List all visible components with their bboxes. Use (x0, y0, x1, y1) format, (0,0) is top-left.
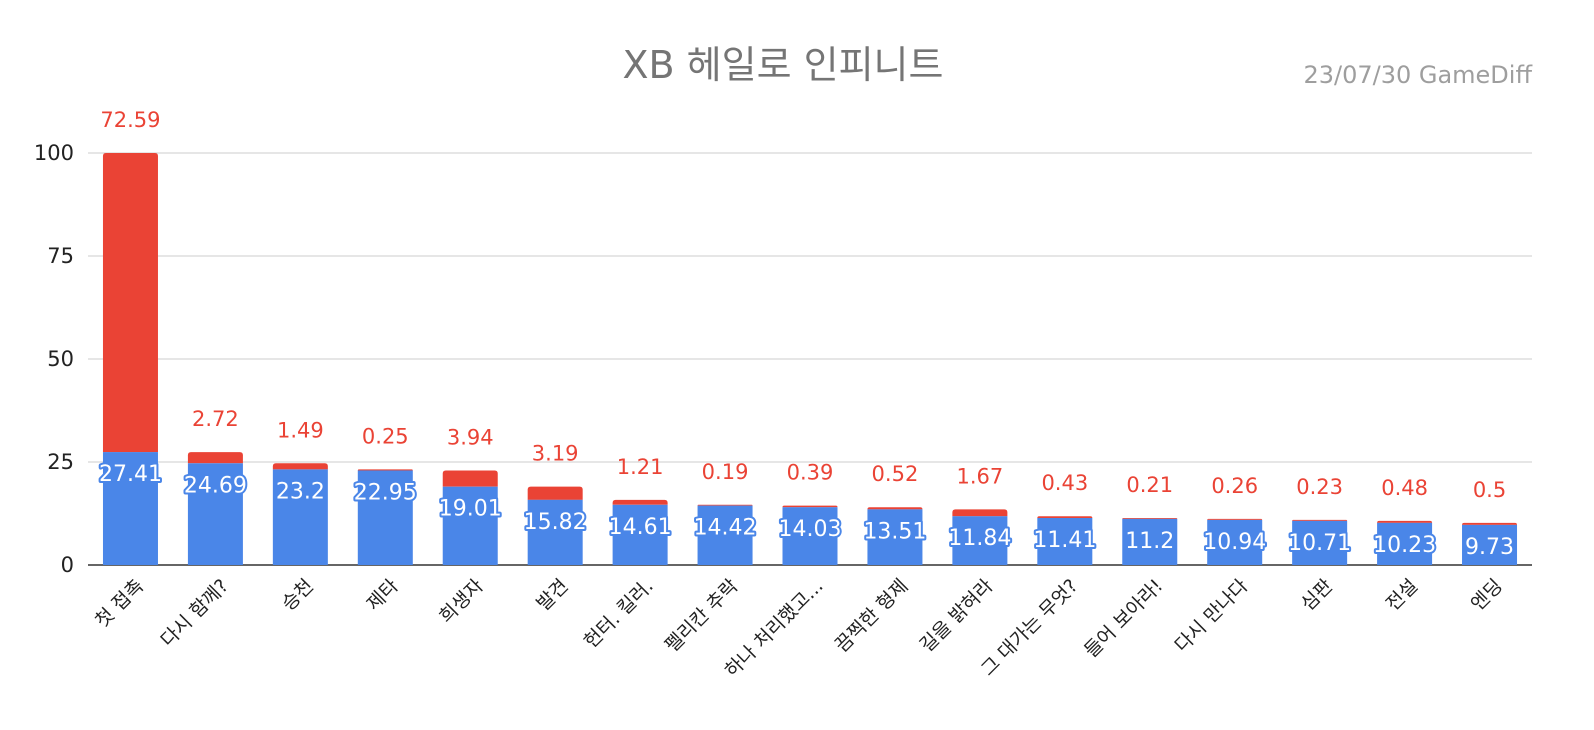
base-value-label: 24.69 (184, 473, 247, 498)
y-tick-label: 75 (47, 244, 74, 268)
top-value-label: 0.52 (872, 462, 919, 486)
chart-title: XB 헤일로 인피니트 (623, 43, 944, 87)
y-tick-label: 25 (47, 450, 74, 474)
data-labels: 27.41 72.59 24.69 2.72 23.2 1.49 22.95 0.25 19.0… (97, 108, 1516, 562)
bar-segment-top (612, 499, 668, 505)
top-value-label: 0.39 (787, 461, 834, 485)
base-value-label: 10.71 (1288, 531, 1351, 556)
top-value-label: 0.26 (1211, 474, 1258, 498)
base-value-label: 14.42 (694, 516, 757, 541)
bar-segment-top (527, 486, 583, 500)
x-tick-label: 희생자 (435, 575, 488, 628)
bar-segment-base (782, 507, 838, 565)
base-value-label: 14.61 (609, 515, 672, 540)
bar-segment-top (867, 507, 923, 510)
x-tick-label: 길을 밝혀라 (916, 575, 998, 657)
bar-segment-base (187, 463, 243, 565)
bar-segment-base (357, 470, 413, 565)
chart-subtitle: 23/07/30 GameDiff (1303, 61, 1532, 89)
bar-segment-base (102, 452, 158, 565)
base-value-label: 19.01 (439, 497, 502, 522)
bar-segment-base (527, 499, 583, 565)
top-value-label: 1.67 (956, 464, 1003, 488)
bar-segment-base (442, 486, 498, 565)
top-value-label: 0.5 (1473, 478, 1506, 502)
bar-segment-top (272, 463, 328, 470)
bar-segment-top (697, 504, 753, 506)
top-value-label: 1.21 (617, 455, 664, 479)
top-value-label: 1.49 (277, 418, 324, 442)
y-tick-label: 100 (34, 141, 74, 165)
base-value-label: 23.2 (276, 479, 325, 504)
base-value-label: 11.2 (1125, 529, 1174, 554)
top-value-label: 0.23 (1296, 475, 1343, 499)
y-tick-label: 50 (47, 347, 74, 371)
base-value-label: 15.82 (524, 510, 587, 535)
x-tick-label: 발견 (532, 575, 572, 615)
bar-segment-top (1122, 517, 1178, 519)
bar-segment-base (1462, 524, 1518, 565)
x-tick-label: 들어 보아라! (1080, 575, 1167, 662)
base-value-label: 22.95 (354, 480, 417, 505)
top-value-label: 72.59 (100, 108, 160, 132)
top-value-label: 3.19 (532, 442, 579, 466)
x-tick-label: 제타 (363, 575, 403, 615)
base-value-label: 9.73 (1465, 535, 1514, 560)
base-value-label: 13.51 (863, 519, 926, 544)
bar-segment-base (952, 516, 1008, 565)
bar-segment-base (697, 505, 753, 565)
bar-segment-top (442, 470, 498, 487)
bar-segment-top (357, 469, 413, 471)
bar-segment-top (102, 153, 158, 453)
bar-segment-base (1207, 519, 1263, 565)
bar-segment-top (1462, 522, 1518, 525)
top-value-label: 2.72 (192, 407, 239, 431)
x-tick-label: 첫 접촉 (91, 575, 148, 632)
top-value-label: 0.19 (702, 460, 749, 484)
base-value-label: 11.84 (948, 526, 1011, 551)
bar-segment-base (272, 469, 328, 565)
gridlines: 0 25 50 75 100 (34, 141, 1532, 577)
x-tick-label: 엔딩 (1467, 575, 1507, 615)
x-tick-label: 승천 (278, 575, 318, 615)
x-tick-label: 심판 (1297, 575, 1337, 615)
base-value-label: 14.03 (779, 517, 842, 542)
bar-segment-top (782, 505, 838, 508)
base-value-label: 11.41 (1033, 528, 1096, 553)
bar-segment-top (1037, 516, 1093, 518)
base-value-label: 10.23 (1373, 533, 1436, 558)
x-tick-label: 다시 만나다 (1171, 575, 1253, 657)
top-value-label: 0.25 (362, 424, 409, 448)
x-tick-label: 끔찍한 형제 (831, 575, 913, 657)
x-tick-label: 다시 함께? (157, 575, 233, 651)
x-tick-label: 헌터. 킬러. (580, 575, 658, 653)
x-tick-label: 전설 (1382, 575, 1422, 615)
top-value-label: 0.43 (1041, 471, 1088, 495)
bar-segment-base (1292, 520, 1348, 565)
top-value-label: 0.48 (1381, 476, 1428, 500)
base-value-label: 10.94 (1203, 530, 1266, 555)
bar-segment-base (1377, 522, 1433, 565)
bar-segment-base (1122, 518, 1178, 565)
top-value-label: 0.21 (1126, 473, 1173, 497)
bar-segment-top (1377, 520, 1433, 523)
bar-segment-base (1037, 517, 1093, 565)
x-tick-label: 펠리칸 추락 (661, 575, 743, 657)
bar-segment-top (1207, 518, 1263, 520)
bar-segment-base (612, 504, 668, 565)
bar-segment-top (952, 509, 1008, 517)
base-value-label: 27.41 (99, 462, 162, 487)
top-value-label: 3.94 (447, 425, 494, 449)
y-tick-label: 0 (61, 553, 74, 577)
bar-segment-top (1292, 519, 1348, 521)
bar-segment-top (187, 452, 243, 464)
bars (102, 153, 1518, 565)
bar-segment-base (867, 509, 923, 565)
